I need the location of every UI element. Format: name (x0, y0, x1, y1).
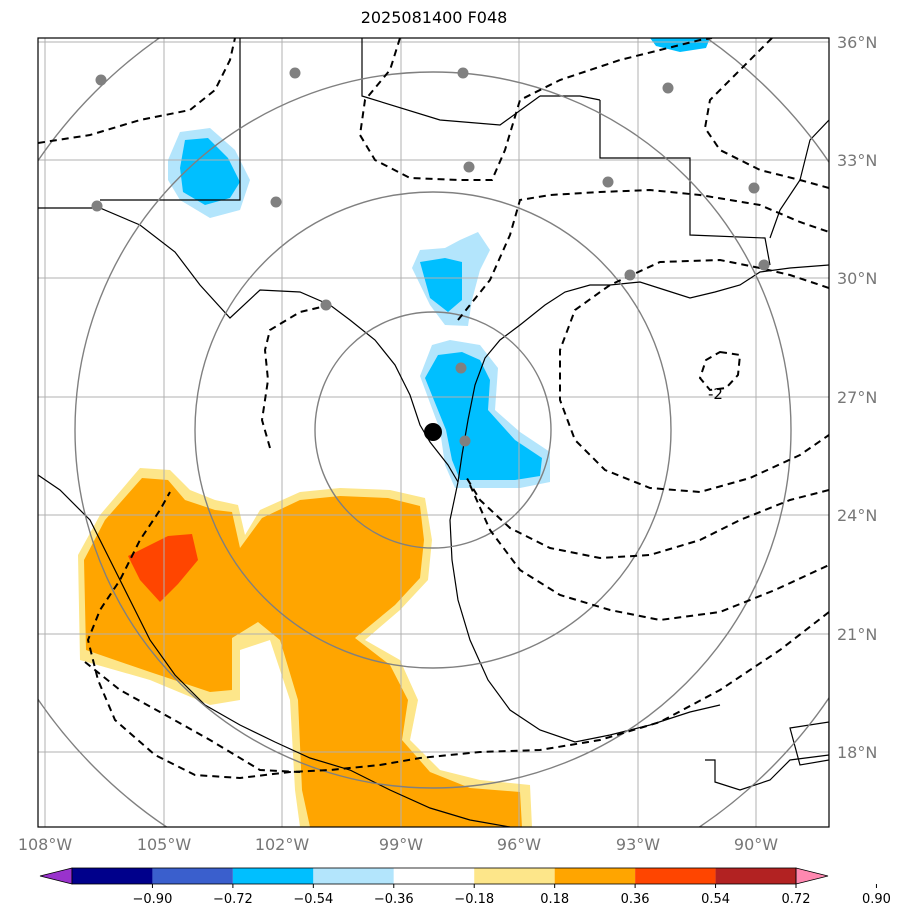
map-title: 2025081400 F048 (360, 8, 508, 27)
station-dot (602, 176, 614, 188)
contour-label: -2 (708, 385, 723, 403)
lon-label: 108°W (18, 835, 73, 854)
storm-center-dot (424, 423, 442, 441)
lat-label: 24°N (837, 506, 877, 525)
station-dot (459, 435, 471, 447)
lat-label: 33°N (837, 151, 877, 170)
station-dot (463, 161, 475, 173)
station-dot (289, 67, 301, 79)
lon-label: 99°W (379, 835, 423, 854)
station-dot (748, 182, 760, 194)
colorbar-tick-label: 0.90 (862, 892, 891, 907)
map-frame (37, 37, 830, 828)
colorbar: −0.90 −0.72 −0.54 −0.36 −0.18 0.18 0.36 0.54 0.7… (39, 867, 891, 907)
blue-region-2 (420, 258, 462, 312)
colorbar-tick-label: 0.54 (701, 892, 730, 907)
colorbar-extend-low (39, 867, 73, 885)
latitude-labels: 36°N 33°N 30°N 27°N 24°N 21°N 18°N (837, 33, 877, 762)
colorbar-tick-label: 0.36 (621, 892, 650, 907)
colorbar-segment (232, 868, 314, 884)
station-dot (758, 259, 770, 271)
station-dot (455, 362, 467, 374)
station-dot (624, 269, 636, 281)
colorbar-tick-label: −0.18 (454, 892, 494, 907)
negative-anomaly-shading (168, 38, 710, 488)
lon-label: 90°W (734, 835, 778, 854)
lat-label: 18°N (837, 743, 877, 762)
colorbar-segment (635, 868, 716, 884)
lon-label: 105°W (137, 835, 192, 854)
lat-label: 36°N (837, 33, 877, 52)
colorbar-segment (313, 868, 394, 884)
colorbar-segment (393, 868, 475, 884)
lon-label: 93°W (616, 835, 660, 854)
lat-label: 27°N (837, 388, 877, 407)
lon-label: 102°W (255, 835, 310, 854)
station-dot (95, 74, 107, 86)
dashed-contours (38, 38, 829, 780)
station-dots (91, 67, 770, 447)
station-dot (457, 67, 469, 79)
colorbar-extend-high (795, 867, 829, 885)
colorbar-tick-label: −0.90 (133, 892, 173, 907)
colorbar-tick-label: 0.18 (540, 892, 569, 907)
colorbar-tick-label: −0.54 (293, 892, 333, 907)
red-region (128, 534, 198, 602)
station-dot (662, 82, 674, 94)
colorbar-outline (71, 867, 797, 885)
lat-label: 30°N (837, 269, 877, 288)
colorbar-segment (474, 868, 555, 884)
lat-lon-grid (38, 38, 829, 827)
colorbar-tick-label: 0.72 (782, 892, 811, 907)
colorbar-segment (152, 868, 233, 884)
colorbar-segment (554, 868, 636, 884)
blue-region-1 (180, 138, 240, 205)
colorbar-tick-label: −0.72 (213, 892, 253, 907)
lat-label: 21°N (837, 625, 877, 644)
station-dot (91, 200, 103, 212)
longitude-labels: 108°W 105°W 102°W 99°W 96°W 93°W 90°W (18, 835, 778, 854)
station-dot (320, 299, 332, 311)
positive-anomaly-shading (78, 468, 532, 827)
lon-label: 96°W (497, 835, 541, 854)
colorbar-segment (715, 868, 796, 884)
station-dot (270, 196, 282, 208)
blue-region-3 (425, 352, 542, 480)
colorbar-segment (72, 868, 153, 884)
coastlines-and-borders (38, 38, 829, 827)
colorbar-tick-label: −0.36 (374, 892, 414, 907)
